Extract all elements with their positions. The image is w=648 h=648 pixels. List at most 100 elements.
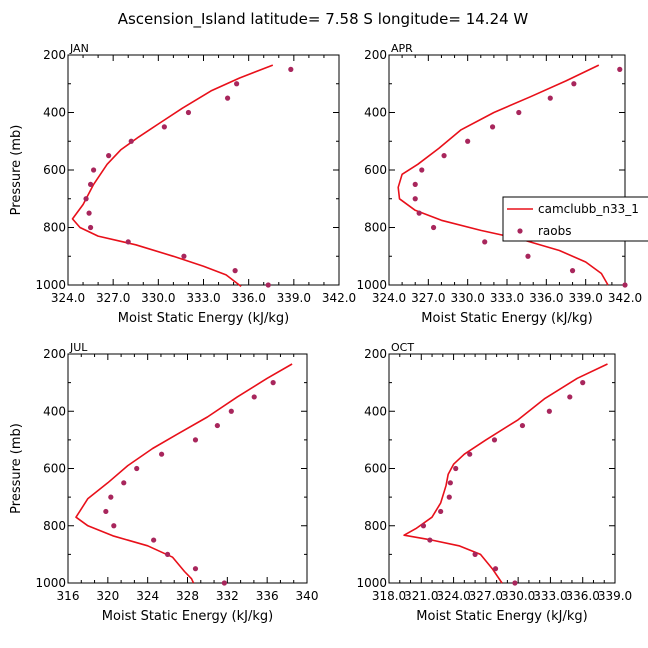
- data-point-raob: [288, 66, 294, 72]
- data-point-raob: [270, 380, 276, 386]
- series-line-model: [71, 64, 274, 288]
- data-point-raob: [87, 181, 94, 187]
- x-tick-label: 321.0: [404, 589, 438, 603]
- plot-frame: [388, 54, 626, 286]
- legend-dot-swatch: [517, 228, 523, 234]
- x-tick-label: 339.0: [598, 589, 632, 603]
- y-axis-label: Pressure (mb): [9, 125, 24, 216]
- series-line-model: [397, 64, 609, 286]
- x-tick-label: 336.0: [566, 589, 600, 603]
- x-tick-label: 328: [176, 589, 199, 603]
- data-point-raob: [465, 138, 471, 144]
- data-point-raob: [164, 551, 171, 557]
- panels: 324.0 327.0 330.0 333.0 336.0 339.0 342.020040…: [9, 42, 642, 624]
- x-tick-label: 316: [57, 589, 80, 603]
- y-tick-label: 800: [43, 519, 66, 533]
- x-axis-label: Moist Static Energy (kJ/kg): [421, 311, 592, 326]
- data-point-raob: [234, 81, 240, 87]
- data-point-raob: [214, 422, 220, 429]
- data-point-raob: [128, 138, 134, 144]
- data-point-raob: [151, 537, 157, 543]
- data-point-raob: [121, 480, 127, 486]
- data-point-raob: [125, 239, 131, 245]
- data-point-raob: [83, 196, 89, 202]
- series-line-model: [75, 363, 293, 584]
- data-point-raob: [512, 580, 518, 586]
- y-tick-label: 1000: [356, 576, 387, 590]
- data-point-raob: [111, 523, 117, 529]
- data-point-raob: [467, 451, 473, 457]
- x-tick-label: 342.0: [608, 291, 642, 305]
- y-tick-label: 600: [43, 462, 66, 476]
- x-tick-label: 327.0: [96, 291, 130, 305]
- plot-frame: [388, 353, 616, 584]
- y-tick-label: 200: [43, 48, 66, 62]
- x-tick-label: 336.0: [231, 291, 265, 305]
- panel-jul: 316 320 324 328 332 336 340 200 400 600 800 1000 JUL…: [9, 341, 318, 624]
- x-tick-label: 333.0: [186, 291, 220, 305]
- data-point-raob: [438, 508, 444, 515]
- data-point-raob: [251, 394, 257, 400]
- y-tick-label: 600: [43, 163, 66, 177]
- y-tick-label: 200: [364, 347, 387, 361]
- data-point-raob: [108, 494, 114, 500]
- data-point-raob: [419, 167, 425, 173]
- x-axis-label: Moist Static Energy (kJ/kg): [416, 609, 587, 624]
- y-tick-label: 800: [43, 221, 66, 235]
- data-point-raob: [412, 196, 418, 202]
- page-title: Ascension_Island latitude= 7.58 S longit…: [118, 10, 529, 29]
- x-tick-label: 330.0: [450, 291, 484, 305]
- data-point-raob: [516, 109, 522, 116]
- panel-jan: 324.0 327.0 330.0 333.0 336.0 339.0 342.0 200 40…: [9, 42, 356, 326]
- x-tick-label: 330.0: [501, 589, 535, 603]
- data-point-raob: [161, 124, 167, 130]
- data-point-raob: [90, 167, 97, 173]
- y-tick-label: 400: [43, 106, 66, 120]
- data-point-raob: [86, 210, 92, 216]
- x-tick-label: 330.0: [141, 291, 175, 305]
- data-point-raob: [567, 394, 573, 400]
- data-point-raob: [192, 437, 199, 443]
- x-tick-label: 318.0: [372, 589, 406, 603]
- series-line-model: [403, 363, 608, 584]
- data-point-raob: [489, 124, 496, 130]
- panel-label: OCT: [391, 341, 414, 354]
- x-tick-label: 342.0: [322, 291, 356, 305]
- data-point-raob: [617, 66, 623, 72]
- y-tick-label: 400: [364, 106, 387, 120]
- y-tick-label: 1000: [35, 278, 66, 292]
- x-tick-label: 336: [256, 589, 279, 603]
- data-point-raob: [446, 494, 452, 500]
- data-point-raob: [427, 537, 433, 543]
- data-point-raob: [232, 268, 238, 274]
- y-axis-label: Pressure (mb): [9, 423, 24, 514]
- data-point-raob: [580, 380, 586, 386]
- data-point-raob: [106, 153, 112, 159]
- y-tick-label: 600: [364, 462, 387, 476]
- panel-oct: 318.0321.0324.0327.0330.0333.0336.0339.0…: [356, 341, 632, 624]
- legend-box: [502, 196, 648, 242]
- data-point-raob: [185, 109, 192, 116]
- x-tick-label: 327.0: [411, 291, 445, 305]
- data-point-raob: [221, 580, 227, 586]
- y-tick-label: 400: [364, 404, 387, 418]
- data-point-raob: [491, 437, 498, 443]
- data-point-raob: [447, 480, 453, 486]
- data-point-raob: [546, 408, 552, 414]
- data-point-raob: [412, 181, 418, 187]
- data-point-raob: [265, 282, 271, 288]
- plot-frame: [67, 54, 340, 286]
- x-axis-label: Moist Static Energy (kJ/kg): [102, 609, 273, 624]
- x-tick-label: 324: [136, 589, 159, 603]
- legend-dot-label: raobs: [538, 224, 572, 238]
- data-point-raob: [224, 95, 231, 101]
- x-axis-label: Moist Static Energy (kJ/kg): [118, 311, 289, 326]
- panel-label: JUL: [69, 341, 88, 354]
- data-point-raob: [159, 451, 165, 457]
- data-point-raob: [416, 210, 422, 216]
- data-point-raob: [519, 422, 526, 429]
- x-tick-label: 339.0: [277, 291, 311, 305]
- y-tick-label: 1000: [356, 278, 387, 292]
- data-point-raob: [430, 224, 437, 231]
